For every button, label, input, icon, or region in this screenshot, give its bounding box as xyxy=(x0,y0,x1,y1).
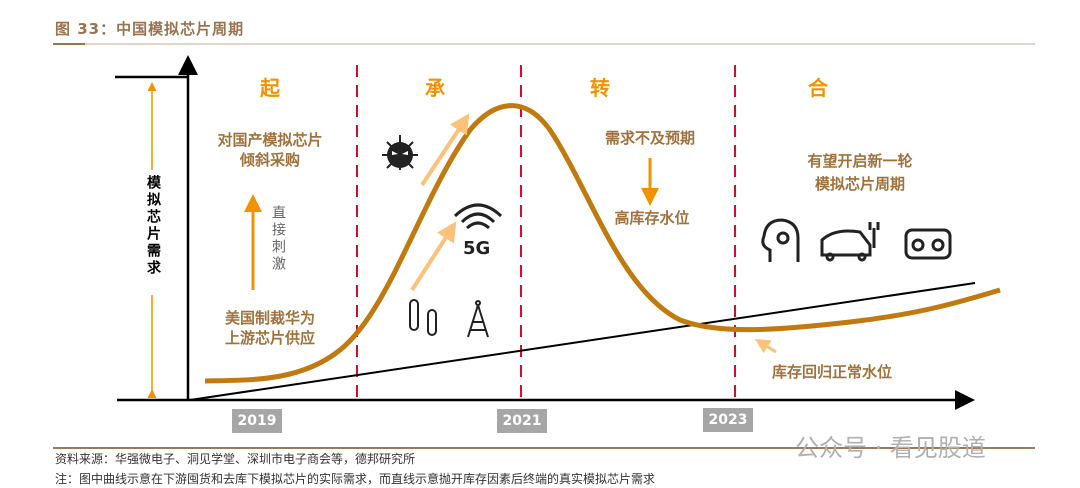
year-label: 2021 xyxy=(497,409,547,433)
qi-bottom-text: 美国制裁华为 上游芯片供应 xyxy=(224,309,316,347)
virus-icon xyxy=(382,135,418,170)
vr-headset-icon xyxy=(904,228,952,260)
phase-zhuan: 转 xyxy=(590,76,610,100)
he-top-text: 有望开启新一轮 模拟芯片周期 xyxy=(807,152,913,193)
5g-label: 5G xyxy=(463,238,491,259)
wifi-icon xyxy=(453,203,503,230)
footnote: 注：图中曲线示意在下游囤货和去库下模拟芯片的实际需求，而直线示意抛开库存因素后终… xyxy=(55,472,656,486)
year-label: 2019 xyxy=(232,409,282,433)
source-note: 资料来源：华强微电子、洞见学堂、深圳市电子商会等，德邦研究所 xyxy=(55,452,416,466)
zhuan-bottom-text: 高库存水位 xyxy=(614,209,690,227)
watermark: 公众号 · 看见股道 xyxy=(795,434,986,462)
zhuan-top-text: 需求不及预期 xyxy=(604,129,696,147)
ai-head-icon xyxy=(761,218,800,262)
ev-charging-icon xyxy=(820,222,880,262)
qi-top-text: 对国产模拟芯片 倾斜采购 xyxy=(217,131,323,169)
actual-demand-curve xyxy=(204,103,1001,384)
y-axis-label: 模拟芯片需求 xyxy=(145,175,161,277)
figure-title: 图 33：中国模拟芯片周期 xyxy=(55,20,245,38)
qi-arrow-text: 直接刺激 xyxy=(270,205,286,273)
true-demand-line xyxy=(189,282,976,401)
earbuds-icon xyxy=(409,299,437,336)
year-label: 2023 xyxy=(703,408,753,432)
phase-cheng: 承 xyxy=(425,76,445,100)
he-bottom-text: 库存回归正常水位 xyxy=(771,363,893,381)
cell-tower-icon xyxy=(467,300,489,338)
phase-qi: 起 xyxy=(260,76,280,100)
phase-he: 合 xyxy=(808,76,828,100)
